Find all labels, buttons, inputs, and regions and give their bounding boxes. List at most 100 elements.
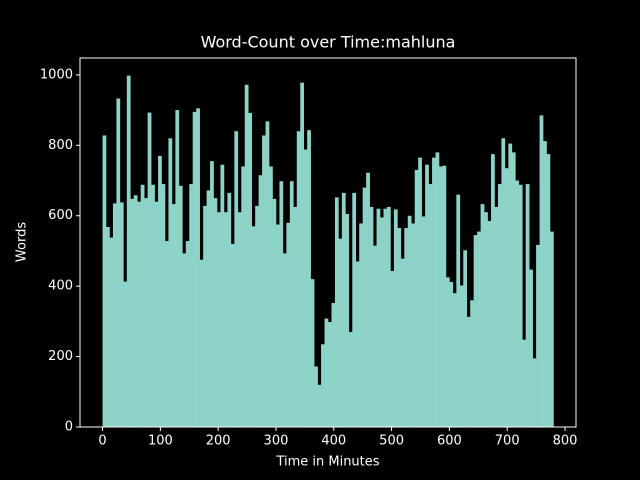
bar bbox=[144, 198, 148, 427]
x-tick-label: 0 bbox=[98, 434, 106, 449]
bar bbox=[504, 168, 509, 427]
chart-title: Word-Count over Time:mahluna bbox=[201, 33, 456, 52]
bar bbox=[352, 192, 357, 427]
x-tick-label: 700 bbox=[495, 434, 520, 449]
bar bbox=[418, 157, 422, 427]
bar bbox=[386, 206, 391, 427]
bar bbox=[348, 331, 353, 427]
bar bbox=[511, 152, 516, 427]
bar bbox=[223, 212, 228, 427]
bar bbox=[241, 166, 246, 427]
bar bbox=[175, 110, 180, 427]
y-tick-label: 1000 bbox=[40, 67, 73, 82]
y-tick-label: 400 bbox=[48, 279, 73, 294]
bar bbox=[279, 181, 284, 427]
bar bbox=[331, 303, 336, 427]
bar bbox=[244, 84, 249, 427]
bar bbox=[484, 212, 488, 427]
bar bbox=[310, 279, 315, 427]
bar bbox=[116, 98, 121, 428]
bar bbox=[269, 166, 273, 427]
bar bbox=[147, 112, 152, 427]
bar bbox=[189, 184, 194, 427]
bar bbox=[265, 121, 270, 427]
bar bbox=[411, 223, 416, 427]
bar bbox=[178, 185, 183, 427]
bar bbox=[255, 205, 259, 427]
bar bbox=[366, 172, 370, 427]
bar bbox=[449, 281, 454, 427]
bar bbox=[182, 253, 187, 427]
bar bbox=[234, 131, 239, 428]
bar bbox=[203, 205, 207, 427]
bar bbox=[522, 339, 527, 427]
bar bbox=[397, 228, 402, 427]
x-tick-label: 300 bbox=[264, 434, 289, 449]
plot-frame bbox=[79, 57, 577, 428]
x-axis-label: Time in Minutes bbox=[275, 455, 379, 470]
bar bbox=[525, 184, 530, 427]
bar bbox=[497, 184, 502, 427]
bar bbox=[213, 198, 218, 427]
bar bbox=[151, 184, 155, 427]
bar bbox=[324, 318, 329, 427]
bar bbox=[102, 135, 107, 427]
bar bbox=[119, 202, 124, 427]
y-tick-label: 0 bbox=[65, 420, 73, 435]
bar bbox=[404, 228, 409, 427]
bar bbox=[452, 293, 457, 427]
bar bbox=[442, 165, 447, 427]
bar bbox=[341, 192, 346, 427]
bar bbox=[515, 180, 520, 427]
bar bbox=[369, 206, 374, 427]
bar bbox=[494, 206, 499, 427]
bar bbox=[338, 238, 343, 427]
bar bbox=[491, 154, 495, 427]
bar bbox=[539, 115, 544, 427]
bar bbox=[470, 300, 474, 427]
y-axis-label: Words bbox=[15, 222, 30, 262]
bar bbox=[463, 250, 468, 427]
x-tick-label: 500 bbox=[379, 434, 404, 449]
bar bbox=[230, 243, 235, 427]
bar bbox=[508, 143, 513, 427]
x-tick-label: 100 bbox=[148, 434, 173, 449]
bar bbox=[126, 75, 131, 427]
bar bbox=[393, 209, 398, 427]
bar bbox=[414, 169, 419, 427]
bar bbox=[428, 184, 433, 427]
bar bbox=[359, 223, 363, 427]
bar bbox=[258, 175, 263, 427]
bar bbox=[112, 203, 117, 427]
x-tick-label: 200 bbox=[206, 434, 231, 449]
x-tick-label: 600 bbox=[437, 434, 462, 449]
bar bbox=[543, 141, 547, 428]
bar bbox=[210, 161, 214, 427]
bar bbox=[445, 277, 450, 427]
bar bbox=[532, 358, 537, 427]
bar bbox=[171, 204, 176, 427]
bar bbox=[362, 187, 367, 427]
bar bbox=[251, 226, 256, 427]
bar bbox=[300, 82, 305, 428]
bar bbox=[307, 130, 311, 427]
bar bbox=[286, 222, 291, 427]
bar bbox=[289, 181, 294, 427]
bar bbox=[137, 201, 141, 427]
bar bbox=[435, 152, 440, 427]
bar bbox=[220, 164, 225, 427]
bar bbox=[185, 241, 190, 427]
bar bbox=[168, 138, 173, 427]
bar bbox=[282, 253, 287, 427]
bar bbox=[529, 269, 533, 427]
bar bbox=[106, 227, 110, 427]
bar bbox=[421, 216, 426, 427]
bar bbox=[133, 195, 138, 427]
bar bbox=[536, 244, 540, 427]
bar bbox=[321, 344, 325, 427]
bar bbox=[154, 201, 159, 427]
bar bbox=[480, 204, 485, 427]
bar bbox=[328, 322, 332, 427]
bar bbox=[314, 366, 318, 427]
